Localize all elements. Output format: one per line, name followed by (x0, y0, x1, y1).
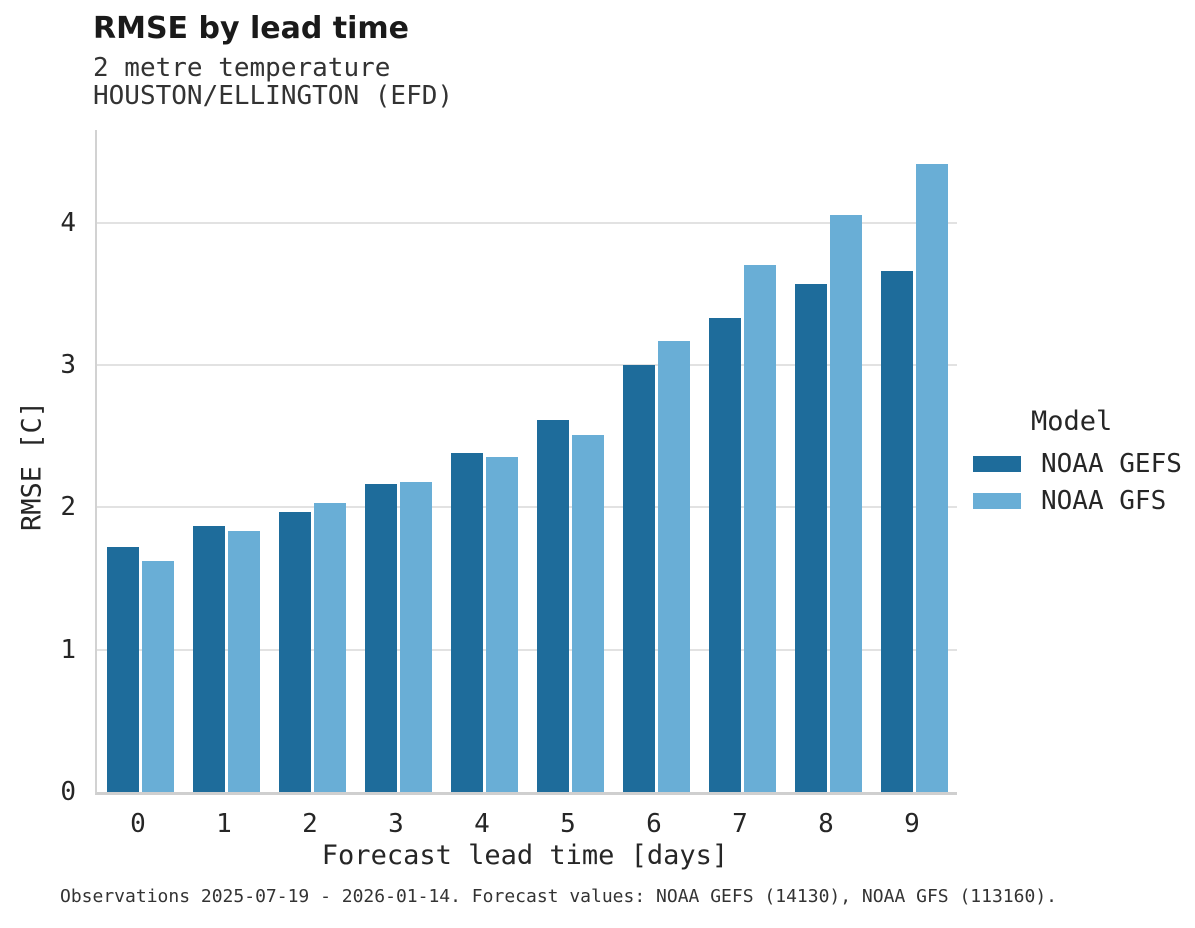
bar-group-4 (441, 130, 527, 792)
bar-noaa-gfs-lead-2 (313, 503, 346, 792)
chart-header: RMSE by lead time 2 metre temperature HO… (93, 11, 454, 111)
bar-group-6 (613, 130, 699, 792)
bar-noaa-gefs-lead-3 (364, 484, 397, 792)
bar-noaa-gfs-lead-9 (915, 164, 948, 792)
bar-noaa-gefs-lead-2 (278, 512, 311, 792)
legend-label-noaa-gfs: NOAA GFS (1041, 486, 1167, 516)
gridline-y-4 (97, 221, 957, 224)
bar-noaa-gfs-lead-7 (743, 265, 776, 792)
bar-group-8 (785, 130, 871, 792)
legend-swatch-noaa-gfs (973, 493, 1021, 509)
gridline-y-1 (97, 648, 957, 651)
bar-noaa-gfs-lead-1 (227, 531, 260, 792)
plot-area (95, 130, 957, 795)
y-tick-label-4: 4 (60, 207, 76, 238)
bar-noaa-gefs-lead-0 (106, 547, 139, 792)
bar-group-5 (527, 130, 613, 792)
x-tick-label-8: 8 (818, 809, 834, 839)
bar-group-3 (355, 130, 441, 792)
y-tick-label-1: 1 (60, 634, 76, 665)
chart-subtitle-variable: 2 metre temperature (93, 53, 391, 83)
bar-noaa-gefs-lead-6 (622, 365, 655, 792)
legend-items: NOAA GEFS NOAA GFS (973, 451, 1182, 514)
x-tick-label-0: 0 (130, 809, 146, 839)
bar-noaa-gefs-lead-4 (450, 453, 483, 792)
x-tick-label-4: 4 (474, 809, 490, 839)
legend-title: Model (1031, 406, 1113, 437)
y-tick-label-2: 2 (60, 492, 76, 523)
bar-noaa-gfs-lead-6 (657, 341, 690, 792)
x-axis-label: Forecast lead time [days] (321, 840, 729, 871)
x-tick-label-2: 2 (302, 809, 318, 839)
y-tick-label-0: 0 (60, 777, 76, 807)
chart-title: RMSE by lead time (93, 11, 409, 46)
y-tick-label-3: 3 (60, 349, 76, 380)
bar-noaa-gefs-lead-5 (536, 420, 569, 792)
x-tick-label-3: 3 (388, 809, 404, 839)
gridline-y-3 (97, 363, 957, 366)
chart-subtitle-station: HOUSTON/ELLINGTON (EFD) (93, 81, 454, 111)
legend: Model NOAA GEFS NOAA GFS (973, 404, 1182, 514)
bar-noaa-gefs-lead-8 (794, 284, 827, 792)
x-tick-label-1: 1 (216, 809, 232, 839)
legend-swatch-noaa-gefs (973, 456, 1021, 472)
bar-noaa-gefs-lead-1 (192, 526, 225, 792)
bar-noaa-gfs-lead-5 (571, 435, 604, 792)
caption: Observations 2025-07-19 - 2026-01-14. Fo… (60, 886, 1057, 907)
legend-item-noaa-gefs: NOAA GEFS (973, 451, 1182, 477)
x-tick-label-6: 6 (646, 809, 662, 839)
bar-noaa-gefs-lead-7 (708, 318, 741, 792)
bar-noaa-gfs-lead-0 (141, 561, 174, 792)
bar-noaa-gefs-lead-9 (880, 271, 913, 792)
bar-noaa-gfs-lead-8 (829, 215, 862, 792)
x-tick-label-5: 5 (560, 809, 576, 839)
bar-group-2 (269, 130, 355, 792)
bar-group-7 (699, 130, 785, 792)
gridline-y-2 (97, 506, 957, 509)
bar-noaa-gfs-lead-4 (485, 457, 518, 792)
x-tick-label-9: 9 (904, 809, 920, 839)
bar-group-1 (183, 130, 269, 792)
legend-label-noaa-gefs: NOAA GEFS (1041, 449, 1182, 479)
bar-group-0 (97, 130, 183, 792)
bar-group-9 (871, 130, 957, 792)
bar-noaa-gfs-lead-3 (399, 482, 432, 792)
legend-item-noaa-gfs: NOAA GFS (973, 488, 1182, 514)
x-tick-label-7: 7 (732, 809, 748, 839)
